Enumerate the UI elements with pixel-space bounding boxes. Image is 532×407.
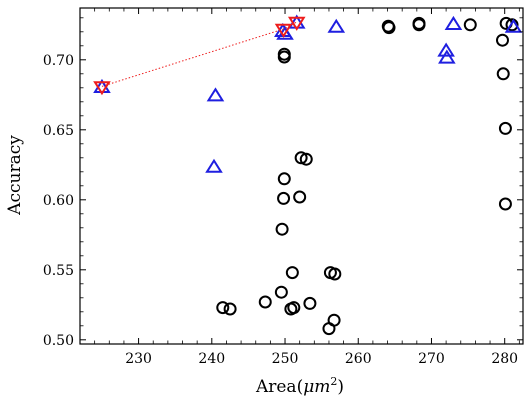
data-point-circle <box>498 121 512 135</box>
x-tick-label: 260 <box>345 351 372 367</box>
data-point-circle <box>327 313 341 327</box>
data-point-circle <box>277 191 291 205</box>
data-point-circle <box>293 190 307 204</box>
data-point-triangle-up <box>504 18 523 33</box>
data-point-circle <box>412 16 426 30</box>
data-point-circle <box>277 50 291 64</box>
y-tick-label: 0.50 <box>43 333 74 349</box>
dotted-connector-line <box>101 21 297 87</box>
data-point-circle <box>285 266 299 280</box>
x-tick-label: 250 <box>272 351 299 367</box>
x-tick-label: 280 <box>491 351 518 367</box>
plot-frame <box>79 7 524 345</box>
data-point-circle <box>258 295 272 309</box>
x-axis-label: Area(μm2) <box>255 375 344 397</box>
data-point-triangle-up <box>205 158 223 173</box>
data-point-triangle-up <box>437 42 455 57</box>
data-point-triangle-up <box>438 49 456 64</box>
data-point-triangle-up <box>206 87 225 102</box>
data-point-circle <box>328 267 342 281</box>
y-tick-label: 0.60 <box>43 193 74 209</box>
y-tick-label: 0.65 <box>43 123 74 139</box>
data-point-circle <box>277 172 291 186</box>
data-point-circle <box>505 18 519 32</box>
data-point-triangle-down <box>93 81 111 96</box>
data-point-triangle-up <box>444 15 463 30</box>
data-point-circle <box>223 302 237 316</box>
y-axis-label: Accuracy <box>5 135 25 216</box>
data-point-circle <box>287 301 301 315</box>
data-point-circle <box>463 18 477 32</box>
data-point-circle <box>299 152 313 166</box>
x-tick-label: 240 <box>198 351 225 367</box>
data-point-triangle-up <box>327 18 346 33</box>
x-tick-label: 230 <box>125 351 152 367</box>
plot-area <box>93 14 523 336</box>
data-point-circle <box>216 301 230 315</box>
data-point-triangle-down <box>274 23 293 38</box>
data-point-circle <box>496 67 510 81</box>
data-point-circle <box>274 285 288 299</box>
y-tick-label: 0.55 <box>43 263 74 279</box>
data-point-circle <box>294 151 308 165</box>
x-tick-label: 270 <box>418 351 445 367</box>
data-point-circle <box>303 296 317 310</box>
axis-ticks: 230 240 250 260 270 280 0.50 0.55 0.60 0.65 0.70 <box>43 8 523 367</box>
data-point-circle <box>382 21 396 35</box>
data-point-circle <box>498 197 512 211</box>
data-point-circle <box>495 33 509 47</box>
data-point-circle <box>275 222 289 236</box>
data-point-triangle-down <box>287 16 306 31</box>
y-tick-label: 0.70 <box>43 53 74 69</box>
